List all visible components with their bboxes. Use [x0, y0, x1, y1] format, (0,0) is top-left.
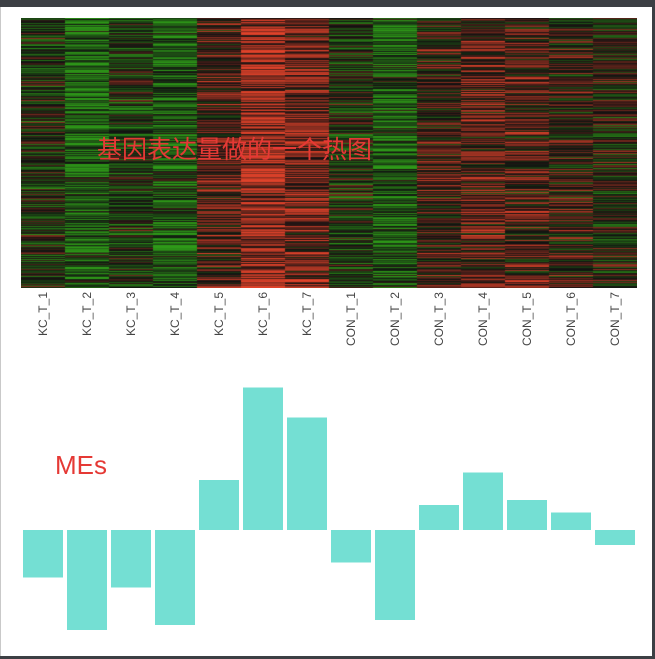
top-border	[0, 0, 655, 7]
sample-label: KC_T_5	[212, 292, 226, 337]
mes-bar-chart	[23, 387, 635, 630]
sample-labels: KC_T_1 KC_T_2 KC_T_3 KC_T_4 KC_T_5 KC_T_6 KC_T…	[21, 292, 637, 364]
bar-con-t-7	[595, 530, 635, 545]
sample-label: CON_T_2	[388, 292, 402, 347]
bar-con-t-6	[551, 512, 591, 530]
bar-con-t-5	[507, 500, 547, 530]
bar-kc-t-6	[243, 387, 283, 530]
bar-kc-t-3	[111, 530, 151, 588]
sample-label: KC_T_7	[300, 292, 314, 337]
bar-kc-t-7	[287, 417, 327, 530]
bar-kc-t-5	[199, 480, 239, 530]
sample-label: KC_T_6	[256, 292, 270, 337]
bar-con-t-2	[375, 530, 415, 620]
bar-kc-t-4	[155, 530, 195, 625]
gene-expression-heatmap	[21, 18, 637, 288]
sample-label: CON_T_1	[344, 292, 358, 347]
bar-con-t-1	[331, 530, 371, 563]
sample-label: KC_T_2	[80, 292, 94, 337]
bar-con-t-4	[463, 472, 503, 530]
bar-con-t-3	[419, 505, 459, 530]
sample-label: KC_T_3	[124, 292, 138, 337]
sample-label: KC_T_4	[168, 292, 182, 337]
bar-kc-t-2	[67, 530, 107, 630]
sample-label: CON_T_3	[432, 292, 446, 347]
bottom-border	[0, 656, 655, 659]
bar-chart-title: MEs	[55, 450, 107, 480]
bar-kc-t-1	[23, 530, 63, 578]
right-border	[652, 0, 655, 659]
sample-label: KC_T_1	[36, 292, 50, 337]
sample-label: CON_T_6	[564, 292, 578, 347]
sample-label: CON_T_7	[608, 292, 622, 347]
sample-label: CON_T_4	[476, 292, 490, 347]
sample-label: CON_T_5	[520, 292, 534, 347]
